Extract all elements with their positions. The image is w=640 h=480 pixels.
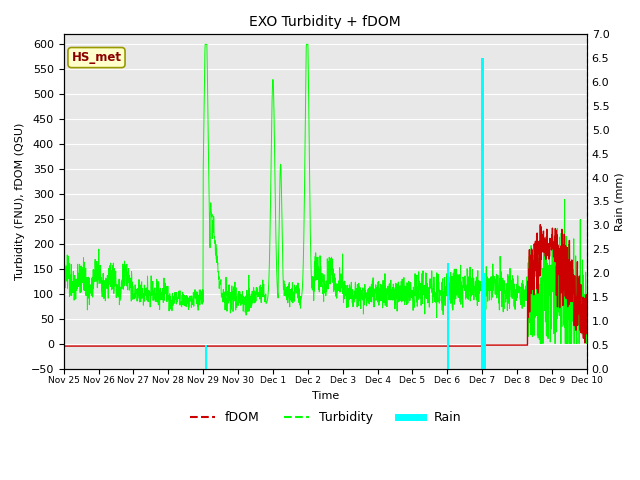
Title: EXO Turbidity + fDOM: EXO Turbidity + fDOM xyxy=(250,15,401,29)
Bar xyxy=(484,273,486,369)
Text: HS_met: HS_met xyxy=(72,51,122,64)
X-axis label: Time: Time xyxy=(312,391,339,401)
Legend: fDOM, Turbidity, Rain: fDOM, Turbidity, Rain xyxy=(184,406,466,429)
Bar xyxy=(447,264,449,369)
Bar xyxy=(481,58,484,369)
Y-axis label: Turbidity (FNU), fDOM (QSU): Turbidity (FNU), fDOM (QSU) xyxy=(15,123,25,280)
Bar xyxy=(205,345,207,369)
Y-axis label: Rain (mm): Rain (mm) xyxy=(615,172,625,231)
